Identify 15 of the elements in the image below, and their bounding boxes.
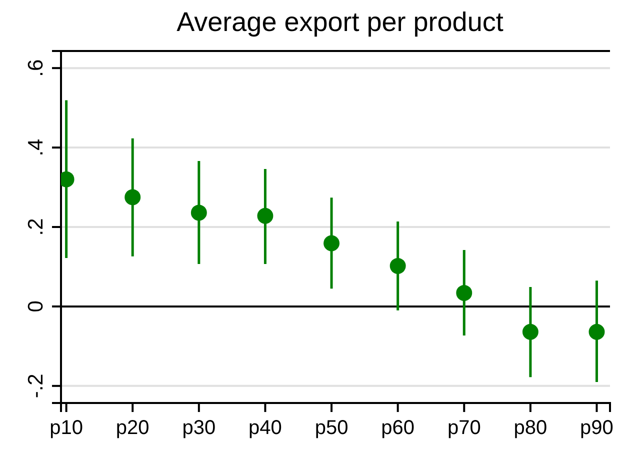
y-tick-label: -.2 — [24, 374, 48, 398]
x-tick-label: p70 — [447, 417, 481, 440]
x-tick-label: p50 — [314, 417, 348, 440]
x-tick-label: p60 — [381, 417, 415, 440]
y-tick-label: .6 — [24, 59, 48, 77]
x-tick-label: p20 — [116, 417, 150, 440]
x-tick-label: p30 — [182, 417, 216, 440]
x-tick-label: p80 — [514, 417, 548, 440]
y-tick-label: 0 — [24, 300, 48, 312]
x-tick-label: p90 — [580, 417, 614, 440]
y-tick-label: .4 — [24, 138, 48, 156]
x-tick-label: p10 — [50, 417, 83, 440]
chart-title: Average export per product — [176, 7, 504, 37]
x-tick-label: p40 — [248, 417, 282, 440]
y-tick-label: .2 — [24, 218, 48, 236]
